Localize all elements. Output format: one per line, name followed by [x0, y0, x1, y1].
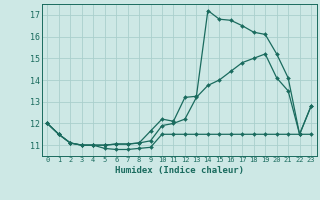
X-axis label: Humidex (Indice chaleur): Humidex (Indice chaleur): [115, 166, 244, 175]
